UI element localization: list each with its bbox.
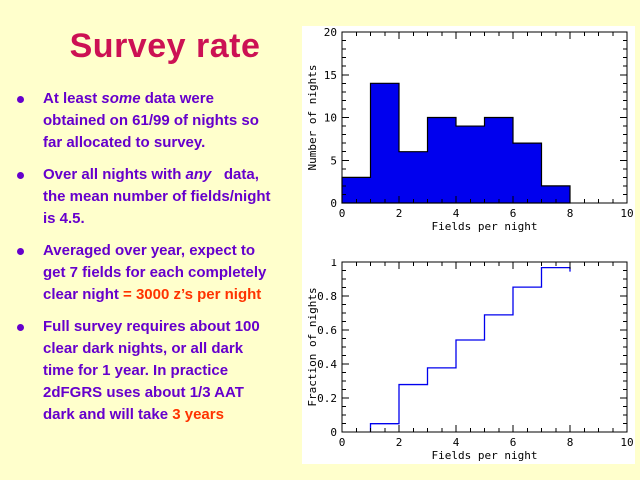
bullet-icon — [14, 316, 43, 426]
bullet-icon — [14, 240, 43, 306]
x-tick-label: 6 — [510, 207, 517, 220]
x-tick-label: 10 — [620, 207, 633, 220]
bullet-text: Over all nights with any data, the mean … — [43, 166, 271, 227]
bullet-item-1: At least some data were obtained on 61/9… — [14, 88, 314, 154]
bullet-item-3: Averaged over year, expect to get 7 fiel… — [14, 240, 314, 306]
bullet-icon — [14, 88, 43, 154]
bullet-item-2: Over all nights with any data, the mean … — [14, 164, 314, 230]
x-tick-label: 4 — [453, 436, 460, 449]
y-tick-label: 1 — [330, 259, 337, 269]
y-tick-label: 10 — [324, 112, 337, 125]
y-tick-label: 0.2 — [317, 392, 337, 405]
accent-text: = 3000 z’s per night — [123, 286, 262, 303]
y-tick-label: 0 — [330, 426, 337, 439]
accent-text: 3 years — [172, 406, 224, 423]
y-tick-label: 0.8 — [317, 290, 337, 303]
x-tick-label: 4 — [453, 207, 460, 220]
chart-panel: 0 5 10 15 20 0 2 4 6 8 10 Fields per night Number of… — [302, 26, 635, 464]
page-title: Survey rate — [69, 27, 261, 65]
bullet-text: Averaged over year, expect to get 7 fiel… — [43, 242, 267, 303]
y-axis-title: Fraction of nights — [306, 287, 319, 406]
y-tick-label: 5 — [330, 154, 337, 167]
y-tick-label: 0 — [330, 197, 337, 210]
y-tick-label: 0.6 — [317, 324, 337, 337]
x-tick-label: 0 — [339, 207, 346, 220]
bullet-text: Full survey requires about 100 clear dar… — [43, 318, 260, 423]
x-tick-label: 2 — [396, 436, 403, 449]
y-tick-label: 20 — [324, 26, 337, 39]
x-tick-label: 8 — [567, 436, 574, 449]
bullet-item-4: Full survey requires about 100 clear dar… — [14, 316, 314, 426]
x-tick-label: 0 — [339, 436, 346, 449]
x-tick-label: 8 — [567, 207, 574, 220]
bullet-text: At least some data were obtained on 61/9… — [43, 90, 259, 151]
y-tick-label: 15 — [324, 69, 337, 82]
x-tick-label: 10 — [620, 436, 633, 449]
x-axis-title: Fields per night — [432, 220, 538, 233]
y-axis-title: Number of nights — [306, 65, 319, 171]
bullet-list: At least some data were obtained on 61/9… — [14, 88, 314, 436]
histogram-chart: 0 5 10 15 20 0 2 4 6 8 10 Fields per night Number of… — [306, 26, 634, 233]
x-tick-label: 2 — [396, 207, 403, 220]
y-tick-label: 0.4 — [317, 358, 337, 371]
x-axis-title: Fields per night — [432, 449, 538, 462]
x-tick-label: 6 — [510, 436, 517, 449]
bullet-icon — [14, 164, 43, 230]
